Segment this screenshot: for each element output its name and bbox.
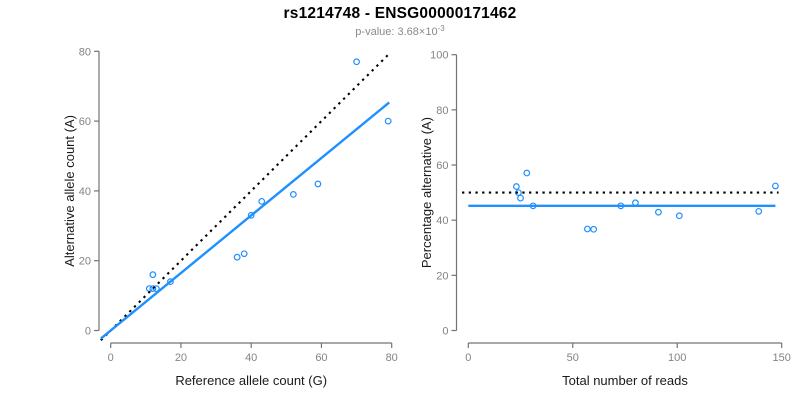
right-x-axis-title: Total number of reads	[562, 373, 688, 388]
right-y-axis-title: Percentage alternative (A)	[419, 117, 434, 268]
data-point	[590, 225, 598, 233]
data-point	[167, 278, 174, 286]
x-tick-label: 80	[386, 352, 398, 364]
y-tick-label: 40	[79, 186, 91, 198]
y-tick-label: 100	[430, 50, 448, 62]
data-point	[755, 207, 763, 215]
y-tick-label: 20	[79, 256, 91, 268]
data-point	[353, 58, 360, 66]
y-tick-label: 60	[79, 116, 91, 128]
y-tick-label: 20	[436, 270, 448, 282]
data-point	[289, 190, 297, 198]
x-tick-label: 100	[668, 352, 686, 364]
y-tick-label: 40	[436, 215, 448, 227]
chart-subtitle: p-value: 3.68×10-3	[0, 24, 800, 38]
y-tick-label: 0	[85, 326, 91, 338]
data-point	[772, 182, 779, 190]
data-point	[384, 117, 392, 125]
data-point	[149, 271, 157, 279]
y-tick-label: 80	[79, 46, 91, 58]
right-points	[512, 169, 779, 233]
left-plot: 0 20 40 60 80 0 20 40 60 80 Reference allele count…	[62, 46, 398, 388]
data-point	[233, 253, 241, 261]
data-point	[517, 194, 524, 202]
right-y-axis	[451, 54, 458, 332]
right-x-axis	[467, 342, 783, 348]
data-point	[512, 183, 520, 190]
y-tick-label: 60	[436, 160, 448, 172]
left-x-axis-title: Reference allele count (G)	[175, 373, 327, 388]
data-point	[583, 225, 591, 233]
data-point	[314, 180, 322, 188]
data-point	[675, 212, 683, 220]
pvalue-exponent: -3	[437, 24, 445, 33]
left-x-axis	[110, 342, 393, 348]
x-tick-label: 20	[175, 352, 187, 364]
chart-title: rs1214748 - ENSG00000171462	[283, 5, 517, 22]
data-point	[240, 250, 248, 258]
x-tick-label: 60	[315, 352, 327, 364]
pvalue-text: p-value: 3.68×10	[355, 26, 438, 38]
left-y-axis	[94, 50, 100, 332]
regression-line	[100, 101, 391, 340]
x-tick-label: 50	[567, 352, 579, 364]
x-tick-label: 0	[465, 352, 471, 364]
x-tick-label: 0	[108, 352, 114, 364]
data-point	[258, 197, 266, 205]
left-points	[145, 58, 392, 293]
y-tick-label: 0	[442, 326, 448, 338]
data-point	[149, 285, 157, 293]
identity-line	[100, 52, 390, 342]
left-y-axis-title: Alternative allele count (A)	[62, 115, 77, 267]
data-point	[655, 208, 662, 216]
data-point	[247, 211, 255, 219]
y-tick-label: 80	[436, 105, 448, 117]
x-tick-label: 150	[773, 352, 791, 364]
right-plot: 0 20 40 60 80 100 0 50 100 150 Total number of rea…	[419, 50, 791, 388]
x-tick-label: 40	[245, 352, 257, 364]
data-point	[523, 169, 531, 177]
